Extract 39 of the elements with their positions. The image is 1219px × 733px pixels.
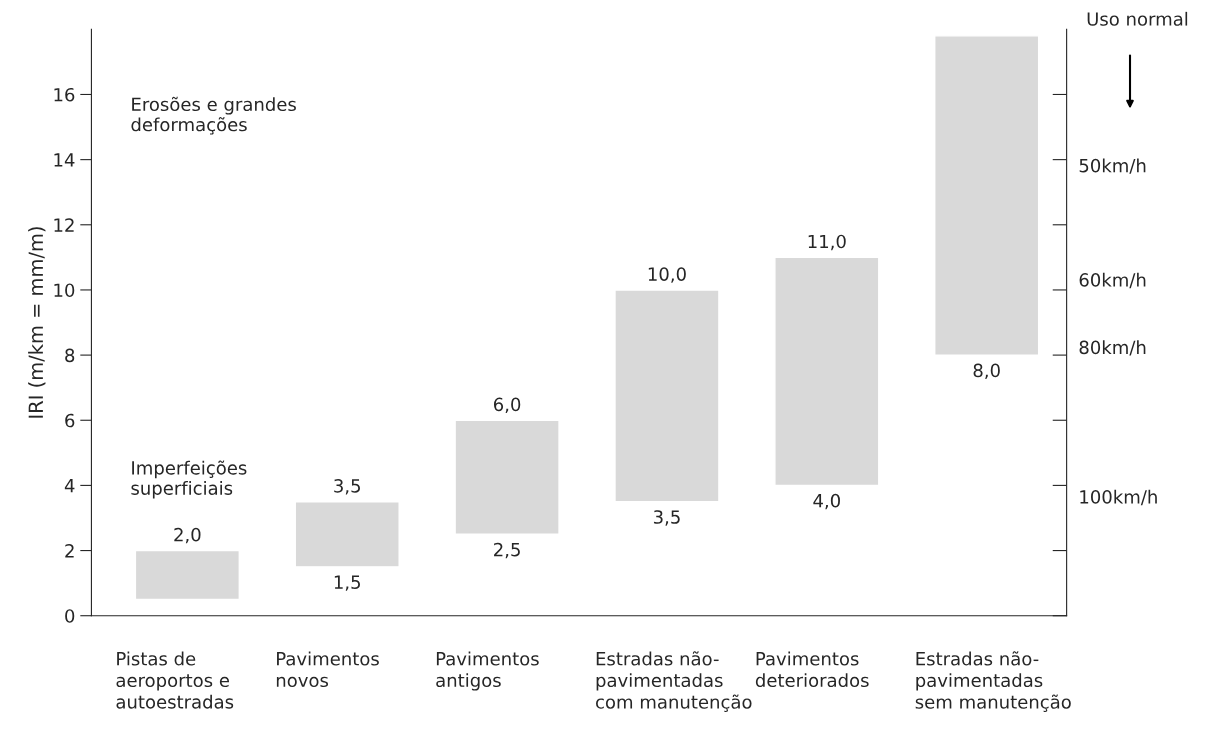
bar [454,419,560,535]
y2-axis-title: Uso normal [1087,11,1188,26]
text: 60km/h [1079,272,1146,289]
text: 100km/h [1080,489,1157,506]
x-tick-label: Pavimentos novos [276,651,379,688]
data-label: 3,5 [334,478,360,495]
text: 50km/h [1079,158,1146,174]
bar [294,501,400,568]
x-tick-label: Pavimentos antigos [436,651,539,691]
annotation: Erosões e grandes deformações [131,96,296,135]
y-tick-label: 12 [54,218,74,232]
data-label: 10,0 [648,267,686,283]
y-tick-label: 14 [54,153,75,167]
y-tick-label: 10 [54,283,75,298]
y-tick-label: 8 [65,348,75,363]
y-tick-label: 6 [65,413,75,428]
bar [614,289,720,503]
annotation: 1,5 [334,575,360,591]
annotation: 4,0 [813,493,840,510]
x-tick-label: Pavimentos deteriorados [755,651,869,688]
y-axis-title: IRI (m/km = mm/m) [28,227,46,418]
data-label: 6,0 [493,397,521,414]
text: 80km/h [1079,340,1146,356]
data-label: 2,0 [174,527,201,544]
x-tick-label: Pistas de aeroportos e autoestradas [116,651,234,709]
annotation: 2,5 [494,542,520,559]
data-label: 11,0 [808,234,846,251]
bar [934,35,1040,356]
y-tick-label: 2 [65,544,74,558]
annotation: 8,0 [973,363,1000,380]
bar [774,256,880,487]
x-tick-label: Estradas não- pavimentadas com manutenção [596,651,752,712]
annotation: 3,5 [653,510,680,526]
y-tick-label: 4 [64,479,75,493]
y-tick-label: 16 [54,87,75,102]
y-tick-label: 0 [65,609,75,623]
bar [134,549,240,601]
x-tick-label: Estradas não- pavimentadas sem manutenção [915,651,1071,712]
annotation: Imperfeições superficiais [131,460,247,499]
